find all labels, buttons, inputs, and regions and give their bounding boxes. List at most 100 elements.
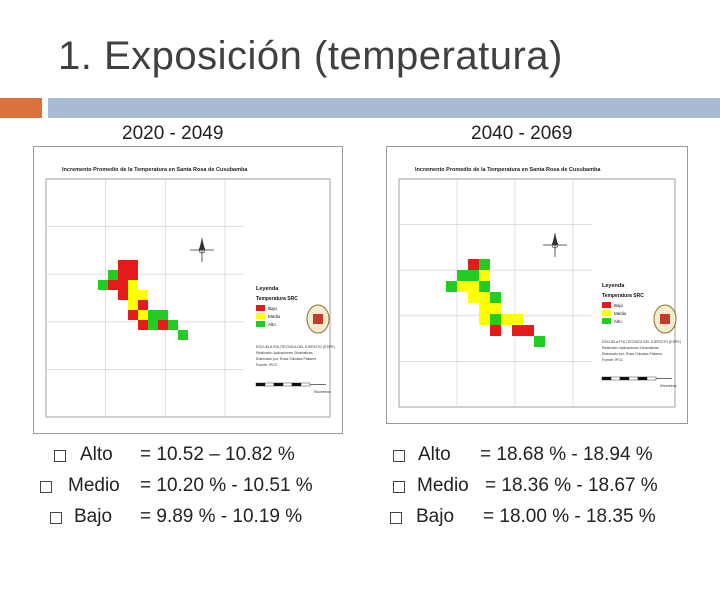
raster-cell bbox=[138, 290, 148, 300]
raster-cell bbox=[468, 259, 479, 270]
raster-cell bbox=[148, 310, 158, 320]
map-credit: Fuente: IPCC bbox=[256, 363, 278, 367]
map-svg: Incremento Promedio de la Temperatura en… bbox=[45, 167, 335, 418]
period-label-right: 2040 - 2069 bbox=[471, 123, 573, 144]
map-right: Incremento Promedio de la Temperatura en… bbox=[386, 146, 688, 424]
raster-cell bbox=[128, 270, 138, 280]
raster-cell bbox=[118, 260, 128, 270]
raster-cell bbox=[108, 270, 118, 280]
checkbox-icon bbox=[393, 481, 405, 493]
bullet-label: Bajo bbox=[416, 506, 455, 527]
map-frame bbox=[45, 178, 331, 418]
map-credit: ESCUELA POLITECNICA DEL EJERCITO (ESPE) bbox=[602, 340, 681, 344]
legend-swatch bbox=[256, 305, 265, 311]
raster-cell bbox=[178, 330, 188, 340]
bullet-value: = 10.20 % - 10.51 % bbox=[140, 475, 313, 496]
legend-label: Bajo bbox=[268, 306, 278, 311]
map-credit: Elaborado por: Rosa Chicaiza Pallares bbox=[602, 352, 662, 356]
bullet-bajo-left: Bajo = 9.89 % - 10.19 % bbox=[40, 506, 360, 537]
accent-bar-blue bbox=[48, 98, 720, 118]
scale-segment bbox=[637, 376, 648, 381]
scale-segment bbox=[291, 382, 302, 387]
raster-cell bbox=[479, 259, 490, 270]
raster-cell bbox=[138, 320, 148, 330]
map-title: Incremento Promedio de la Temperatura en… bbox=[62, 167, 248, 173]
bullet-label: Alto bbox=[80, 444, 113, 465]
bullet-value: = 10.52 – 10.82 % bbox=[140, 444, 295, 465]
scale-segment bbox=[282, 382, 293, 387]
raster-cell bbox=[158, 320, 168, 330]
raster-cell bbox=[148, 320, 158, 330]
scale-segment bbox=[300, 382, 311, 387]
legend-title: Leyenda bbox=[256, 286, 279, 292]
raster-cell bbox=[468, 292, 479, 303]
accent-bar-orange bbox=[0, 98, 42, 118]
checkbox-icon bbox=[390, 512, 402, 524]
checkbox-icon bbox=[50, 512, 62, 524]
raster-cell bbox=[128, 290, 138, 300]
legend-swatch bbox=[256, 321, 265, 327]
raster-cell bbox=[168, 320, 178, 330]
raster-cell bbox=[512, 314, 523, 325]
raster-cell bbox=[490, 292, 501, 303]
raster-cell bbox=[98, 280, 108, 290]
slide-title: 1. Exposición (temperatura) bbox=[58, 34, 563, 78]
scale-label: Kilometros bbox=[314, 390, 331, 394]
raster-cell bbox=[490, 325, 501, 336]
north-arrow-icon bbox=[190, 238, 214, 262]
checkbox-icon bbox=[40, 481, 52, 493]
raster-cell bbox=[108, 280, 118, 290]
raster-cell bbox=[468, 270, 479, 281]
scale-segment bbox=[628, 376, 639, 381]
raster-cell bbox=[468, 281, 479, 292]
raster-cell bbox=[457, 281, 468, 292]
raster-cell bbox=[128, 280, 138, 290]
map-credit: Fuente: IPCC bbox=[602, 358, 624, 362]
scale-segment bbox=[619, 376, 630, 381]
bullet-value: = 9.89 % - 10.19 % bbox=[140, 506, 303, 527]
legend-swatch bbox=[602, 318, 611, 324]
bullet-alto-left: Alto = 10.52 – 10.82 % bbox=[40, 444, 360, 475]
scale-segment bbox=[610, 376, 621, 381]
map-svg: Incremento Promedio de la Temperatura en… bbox=[398, 167, 681, 408]
raster-cell bbox=[457, 270, 468, 281]
map-frame bbox=[398, 178, 676, 408]
raster-cell bbox=[128, 260, 138, 270]
university-seal-icon bbox=[653, 304, 677, 334]
map-credit: Realizado: Aplicaciones Geomaticas bbox=[602, 346, 659, 350]
raster-cell bbox=[523, 325, 534, 336]
raster-cell bbox=[138, 300, 148, 310]
bullets-left: Alto = 10.52 – 10.82 % Medio = 10.20 % -… bbox=[40, 444, 360, 537]
bullet-medio-right: Medio = 18.36 % - 18.67 % bbox=[390, 475, 710, 506]
bullet-alto-right: Alto = 18.68 % - 18.94 % bbox=[390, 444, 710, 475]
bullet-label: Bajo bbox=[74, 506, 113, 527]
checkbox-icon bbox=[54, 450, 66, 462]
scale-segment bbox=[273, 382, 284, 387]
legend-label: Medio bbox=[268, 314, 281, 319]
bullet-label: Medio bbox=[417, 475, 469, 496]
scale-segment bbox=[264, 382, 275, 387]
checkbox-icon bbox=[393, 450, 405, 462]
bullet-label: Alto bbox=[418, 444, 451, 465]
raster-cell bbox=[479, 303, 490, 314]
raster-cell bbox=[118, 290, 128, 300]
scale-label: Kilometros bbox=[660, 384, 677, 388]
raster-cell bbox=[490, 314, 501, 325]
raster-cell bbox=[479, 281, 490, 292]
raster-cell bbox=[138, 310, 148, 320]
bullet-value: = 18.36 % - 18.67 % bbox=[485, 475, 658, 496]
raster-cell bbox=[479, 292, 490, 303]
raster-cell bbox=[512, 325, 523, 336]
bullet-value: = 18.68 % - 18.94 % bbox=[480, 444, 653, 465]
raster-cell bbox=[501, 314, 512, 325]
scale-segment bbox=[601, 376, 612, 381]
raster-cell bbox=[479, 314, 490, 325]
map-title: Incremento Promedio de la Temperatura en… bbox=[415, 167, 601, 173]
bullets-right: Alto = 18.68 % - 18.94 % Medio = 18.36 %… bbox=[390, 444, 710, 537]
bullet-medio-left: Medio = 10.20 % - 10.51 % bbox=[40, 475, 360, 506]
raster-cell bbox=[118, 270, 128, 280]
bullet-label: Medio bbox=[68, 475, 120, 496]
raster-cell bbox=[479, 270, 490, 281]
bullet-value: = 18.00 % - 18.35 % bbox=[483, 506, 656, 527]
raster-cell bbox=[490, 303, 501, 314]
